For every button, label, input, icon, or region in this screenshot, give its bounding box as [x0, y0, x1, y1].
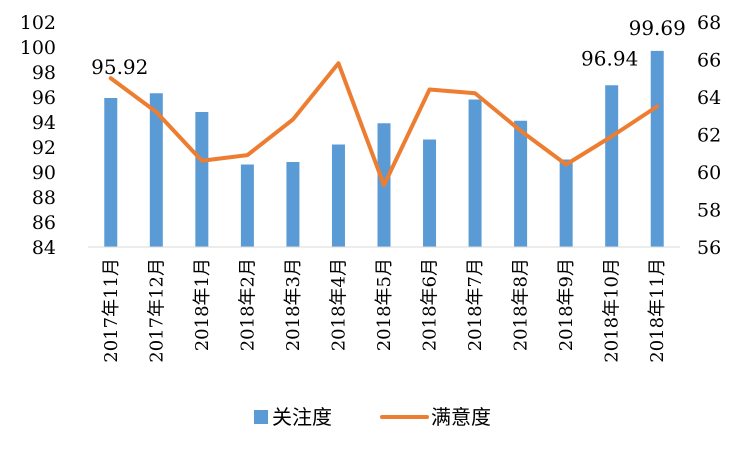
data-label: 96.94: [581, 46, 638, 70]
left-tick-label: 90: [32, 162, 56, 184]
attention-bar: [559, 159, 573, 247]
left-tick-label: 88: [32, 187, 56, 209]
right-tick-label: 64: [697, 87, 721, 109]
attention-bar: [468, 99, 482, 247]
satisfaction-line: [108, 61, 660, 188]
x-tick-label: 2018年1月: [192, 258, 213, 351]
x-tick-label: 2018年11月: [647, 258, 668, 363]
left-tick-label: 86: [32, 212, 56, 234]
left-tick-label: 92: [32, 137, 56, 159]
x-tick-label: 2018年10月: [602, 258, 623, 363]
legend-label-attention: 关注度: [272, 405, 332, 429]
attention-bar: [240, 164, 254, 247]
attention-bar: [104, 98, 118, 247]
legend-label-satisfaction: 满意度: [431, 405, 491, 429]
legend-swatch-attention: [254, 410, 268, 424]
right-tick-label: 62: [697, 125, 721, 147]
x-tick-label: 2018年5月: [374, 258, 395, 351]
left-tick-label: 96: [32, 87, 56, 109]
data-label: 99.69: [629, 16, 686, 40]
legend: 关注度 满意度: [254, 405, 491, 429]
x-tick-label: 2018年7月: [465, 258, 486, 351]
x-tick-label: 2018年3月: [283, 258, 304, 351]
x-tick-label: 2017年12月: [146, 258, 167, 363]
attention-bar: [423, 139, 437, 247]
data-label: 95.92: [91, 55, 148, 79]
attention-bar: [605, 85, 619, 247]
attention-bar: [286, 162, 300, 247]
attention-bar: [331, 144, 345, 247]
x-tick-label: 2018年6月: [420, 258, 441, 351]
x-tick-label: 2017年11月: [101, 258, 122, 363]
left-tick-label: 102: [20, 12, 56, 34]
left-y-axis: 84 86 88 90 92 94 96 98 100 102: [20, 12, 56, 259]
right-tick-label: 60: [697, 162, 721, 184]
x-tick-label: 2018年2月: [237, 258, 258, 351]
left-tick-label: 94: [32, 112, 56, 134]
right-tick-label: 58: [697, 200, 721, 222]
x-tick-label: 2018年8月: [511, 258, 532, 351]
left-tick-label: 100: [20, 37, 56, 59]
satisfaction-series-line: [108, 61, 660, 188]
left-tick-label: 84: [32, 237, 56, 259]
attention-bar: [650, 50, 664, 247]
attention-bar: [514, 120, 528, 247]
left-tick-label: 98: [32, 62, 56, 84]
data-labels: 95.92 96.94 99.69: [91, 16, 686, 79]
right-tick-label: 56: [697, 237, 721, 259]
right-tick-label: 66: [697, 50, 721, 72]
x-axis: 2017年11月 2017年12月 2018年1月 2018年2月 2018年3月 201…: [88, 246, 680, 363]
right-y-axis: 56 58 60 62 64 66 68: [697, 12, 721, 259]
right-tick-label: 68: [697, 12, 721, 34]
x-tick-label: 2018年4月: [328, 258, 349, 351]
x-tick-label: 2018年9月: [556, 258, 577, 351]
attention-bar: [149, 93, 163, 247]
attention-bar: [195, 112, 209, 247]
